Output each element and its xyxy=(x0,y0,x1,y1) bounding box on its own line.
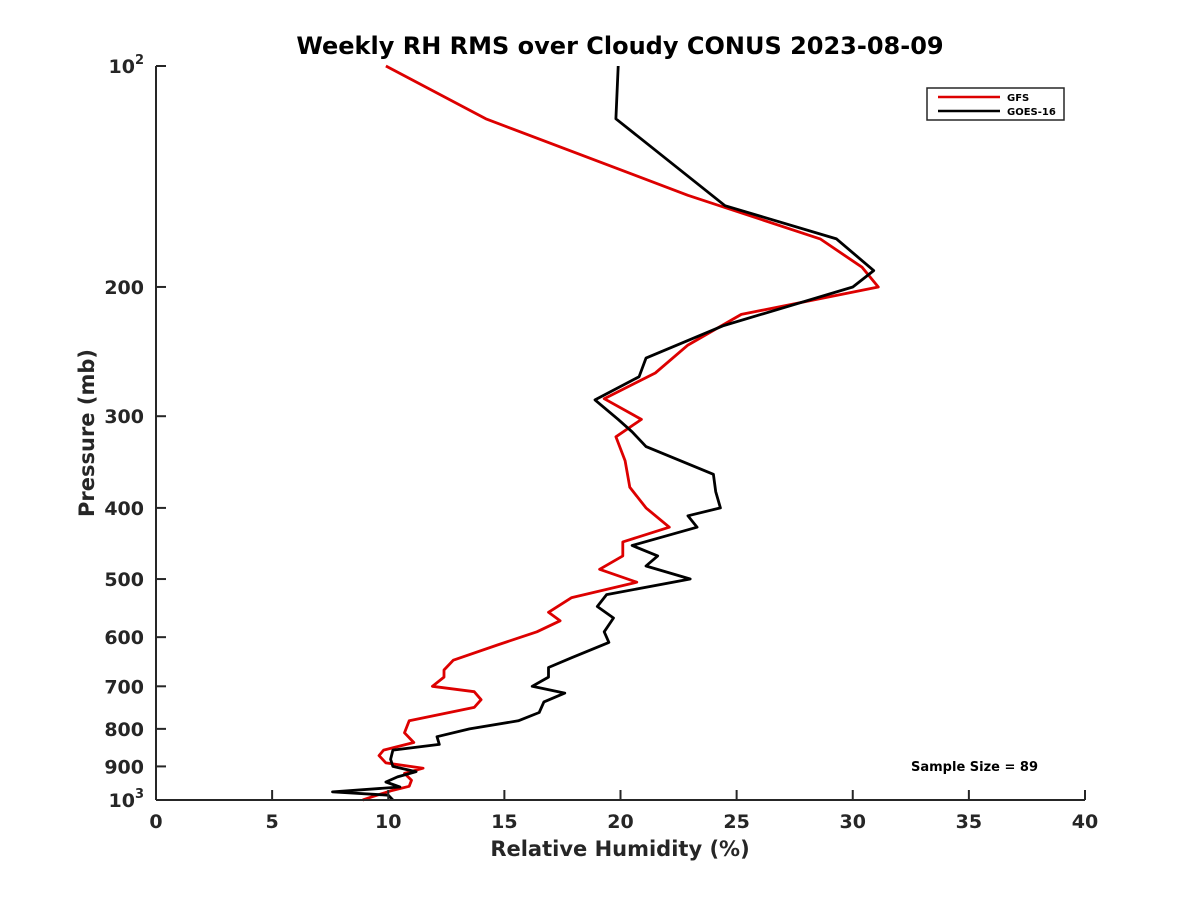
y-tick-label: 103 xyxy=(109,787,145,812)
legend-label-goes16: GOES-16 xyxy=(1007,107,1056,118)
y-tick-label-base: 10 xyxy=(109,56,135,78)
x-tick-label: 40 xyxy=(1072,811,1098,833)
y-axis-label: Pressure (mb) xyxy=(75,349,99,517)
legend: GFS GOES-16 xyxy=(926,87,1065,121)
sample-size-annotation: Sample Size = 89 xyxy=(911,760,1038,775)
x-tick-label: 0 xyxy=(149,811,162,833)
x-tick-label: 35 xyxy=(956,811,982,833)
y-tick-label: 600 xyxy=(104,627,144,649)
x-tick-label: 30 xyxy=(840,811,866,833)
plot-area xyxy=(331,64,880,802)
series-line-goes-16 xyxy=(331,65,876,801)
legend-label-gfs: GFS xyxy=(1007,93,1029,104)
x-axis-label: Relative Humidity (%) xyxy=(490,837,749,861)
x-tick-label: 15 xyxy=(491,811,517,833)
y-tick-label: 102 xyxy=(109,53,145,78)
y-tick-label-base: 10 xyxy=(109,790,135,812)
y-tick-label: 700 xyxy=(104,676,144,698)
legend-box xyxy=(926,87,1065,121)
y-tick-label: 500 xyxy=(104,569,144,591)
x-tick-label: 10 xyxy=(375,811,401,833)
x-tick-label: 20 xyxy=(607,811,633,833)
series-layer xyxy=(331,64,880,802)
y-tick-label-exponent: 3 xyxy=(135,787,144,802)
x-ticks: 0 5 10 15 20 25 30 35 40 xyxy=(149,790,1098,833)
chart-title: Weekly RH RMS over Cloudy CONUS 2023-08-… xyxy=(296,32,943,60)
y-tick-label: 400 xyxy=(104,498,144,520)
y-tick-label: 200 xyxy=(104,277,144,299)
y-tick-label: 800 xyxy=(104,719,144,741)
y-tick-label: 900 xyxy=(104,756,144,778)
y-tick-label-exponent: 2 xyxy=(135,53,144,68)
x-tick-label: 25 xyxy=(723,811,749,833)
series-line-gfs xyxy=(362,64,880,802)
x-tick-label: 5 xyxy=(266,811,279,833)
y-tick-label: 300 xyxy=(104,406,144,428)
